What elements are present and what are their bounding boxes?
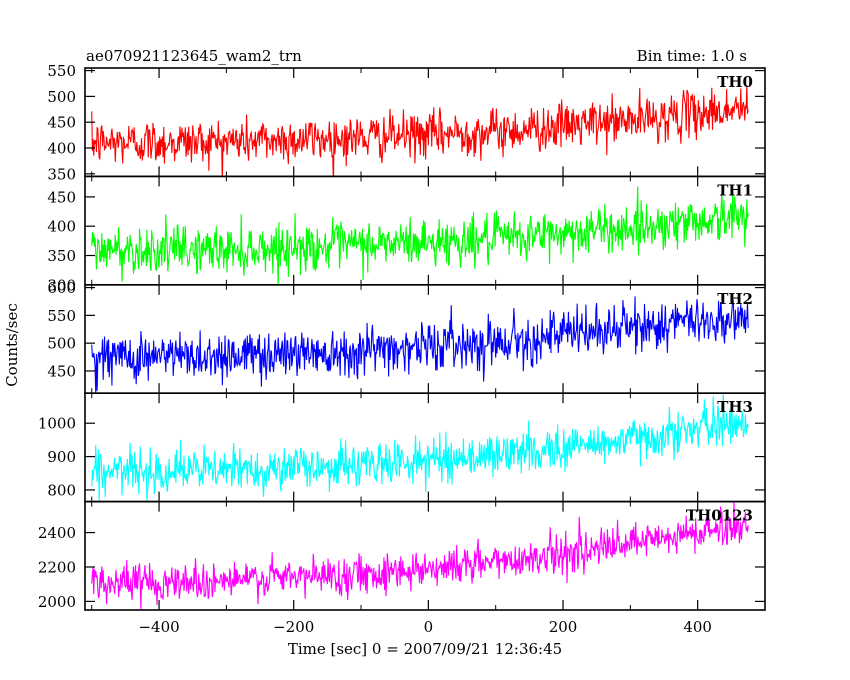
y-tick-label: 350 [47, 165, 76, 183]
y-tick-label: 500 [47, 88, 76, 106]
y-tick-label: 2400 [38, 524, 76, 542]
panel-th0123: 2000 2200 2400 TH0123 [38, 500, 766, 611]
bin-time-label: Bin time: 1.0 s [637, 47, 747, 65]
panel-label-th1: TH1 [717, 181, 753, 199]
panel-frame [84, 67, 766, 178]
y-tick-label: 800 [47, 481, 76, 499]
y-tick-label: 300 [47, 276, 76, 294]
series-line-th2 [91, 296, 749, 394]
y-tick-label: 900 [47, 448, 76, 466]
panel-th1: 300 350 400 450 TH1 [47, 175, 766, 294]
plot-title: ae070921123645_wam2_trn [86, 47, 302, 65]
x-tick-label: 0 [424, 618, 434, 636]
x-axis-label: Time [sec] 0 = 2007/09/21 12:36:45 [288, 640, 562, 658]
y-tick-label: 2200 [38, 558, 76, 576]
panel-label-th0: TH0 [717, 73, 753, 91]
series-line-th0 [91, 85, 749, 177]
x-tick-label: 200 [549, 618, 578, 636]
panel-frame [84, 500, 766, 611]
y-tick-label: 550 [47, 62, 76, 80]
y-tick-label: 450 [47, 188, 76, 206]
x-tick-label: 400 [683, 618, 712, 636]
y-tick-label: 450 [47, 362, 76, 380]
panel-th3: 800 900 1000 TH3 [38, 392, 766, 503]
y-tick-label: 1000 [38, 415, 76, 433]
y-tick-label: 600 [47, 279, 76, 297]
y-tick-label: 400 [47, 218, 76, 236]
y-tick-label: 550 [47, 307, 76, 325]
panel-th2: 450 500 550 600 TH2 [47, 279, 766, 394]
panel-label-th2: TH2 [717, 290, 753, 308]
y-axis-label: Counts/sec [3, 303, 21, 387]
x-tick-label: −400 [138, 618, 179, 636]
y-tick-label: 350 [47, 247, 76, 265]
series-line-th3 [91, 393, 749, 502]
x-tick-label: −200 [273, 618, 314, 636]
y-tick-label: 2000 [38, 593, 76, 611]
panel-stack: 350 400 450 500 550 TH0 300 350 400 450 TH1 450 500 5… [38, 62, 766, 636]
series-line-th0123 [91, 502, 749, 610]
y-tick-label: 400 [47, 140, 76, 158]
panel-th0: 350 400 450 500 550 TH0 [47, 62, 766, 183]
series-line-th1 [91, 186, 749, 285]
panel-label-th0123: TH0123 [686, 507, 753, 525]
panel-frame [84, 283, 766, 394]
y-tick-label: 450 [47, 114, 76, 132]
y-tick-label: 500 [47, 335, 76, 353]
panel-label-th3: TH3 [717, 398, 753, 416]
